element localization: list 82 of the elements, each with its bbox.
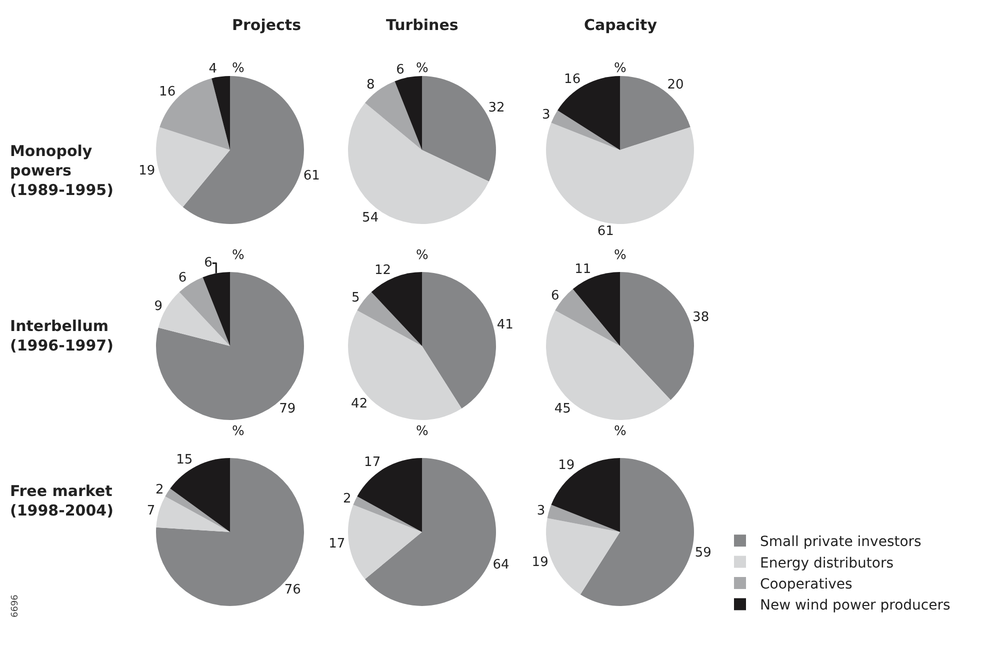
pie-slice — [572, 272, 620, 346]
data-label: 19 — [138, 164, 156, 179]
chart-subtitle: % — [614, 248, 626, 263]
data-label: 8 — [366, 78, 375, 93]
legend-label: Small private investors — [760, 534, 922, 550]
pie-slice — [620, 272, 694, 400]
data-label: 4 — [208, 62, 217, 77]
data-label: 76 — [284, 582, 301, 598]
data-label: 11 — [574, 262, 592, 278]
data-label: 19 — [558, 458, 575, 474]
data-label: 6 — [396, 62, 404, 78]
pie-slice — [165, 488, 230, 532]
pie-slice — [156, 496, 230, 532]
data-label: 32 — [488, 100, 505, 116]
data-label: 15 — [176, 452, 193, 468]
data-label: 79 — [279, 402, 296, 417]
pie-slice — [546, 122, 694, 224]
chart-title: Capacity — [584, 16, 658, 34]
pie-slice — [348, 504, 422, 580]
pie-slice — [620, 76, 690, 150]
text: 6696 — [10, 594, 20, 618]
pie-slice — [156, 127, 230, 208]
data-label: 59 — [694, 546, 712, 561]
data-label: 64 — [492, 557, 510, 572]
text: Free market (1998-2004) — [10, 482, 114, 520]
data-label: 3 — [542, 107, 550, 122]
data-label: 6 — [204, 256, 212, 271]
data-label: 19 — [532, 555, 548, 570]
text: Interbellum (1996-1997) — [10, 317, 114, 354]
chart-subtitle: % — [232, 248, 244, 263]
pie-slice — [182, 76, 304, 224]
chart-title: Turbines — [386, 16, 458, 34]
pie-slice — [580, 458, 694, 606]
pie-slice — [348, 310, 462, 420]
data-label: 3 — [536, 503, 546, 518]
data-label: 17 — [364, 455, 381, 470]
data-label: 45 — [554, 402, 571, 417]
data-label: 6 — [550, 288, 560, 304]
pie-slice — [357, 458, 422, 532]
chart-subtitle: % — [416, 424, 428, 439]
data-label: 42 — [351, 396, 368, 412]
pie-slice — [371, 272, 422, 346]
pie-slice — [348, 102, 489, 224]
pie-slice — [547, 504, 620, 532]
pie-slice — [546, 310, 671, 420]
chart-subtitle: % — [232, 424, 244, 439]
chart-subtitle: % — [416, 248, 428, 263]
data-label: 2 — [155, 482, 164, 498]
pie-slice — [212, 76, 230, 150]
data-label: 5 — [351, 290, 360, 306]
data-label: 9 — [154, 298, 163, 314]
pie-slice — [353, 496, 422, 532]
data-label: 41 — [496, 317, 514, 332]
chart-subtitle: % — [416, 61, 428, 76]
data-label: 16 — [564, 72, 581, 87]
data-label: 61 — [597, 224, 614, 239]
chart-subtitle: % — [614, 61, 626, 76]
data-label: 61 — [303, 168, 320, 184]
pie-slice — [551, 110, 620, 150]
chart-subtitle: % — [232, 61, 244, 76]
data-label: 54 — [362, 210, 379, 226]
legend-label: Energy distributors — [760, 555, 894, 572]
pie-slice — [357, 292, 422, 346]
pie-slice — [551, 458, 620, 532]
chart-title: Projects — [232, 16, 302, 34]
data-label: 7 — [146, 503, 156, 518]
chart-subtitle: % — [614, 424, 626, 439]
pie-slice — [422, 272, 496, 408]
data-label: 16 — [159, 84, 176, 100]
pie-slice — [394, 76, 422, 150]
text: Monopoly powers (1989-1995) — [10, 142, 114, 199]
legend-label: New wind power producers — [760, 598, 950, 614]
pie-slice — [546, 518, 620, 594]
pie-slice — [160, 78, 230, 150]
data-label: 20 — [667, 78, 684, 93]
legend-label: Cooperatives — [760, 576, 852, 592]
data-label: 38 — [692, 310, 710, 326]
data-label: 6 — [178, 270, 187, 286]
pie-slice — [156, 272, 304, 420]
data-label: 17 — [328, 536, 346, 552]
data-label: 12 — [374, 263, 392, 278]
data-label: 2 — [343, 492, 352, 507]
